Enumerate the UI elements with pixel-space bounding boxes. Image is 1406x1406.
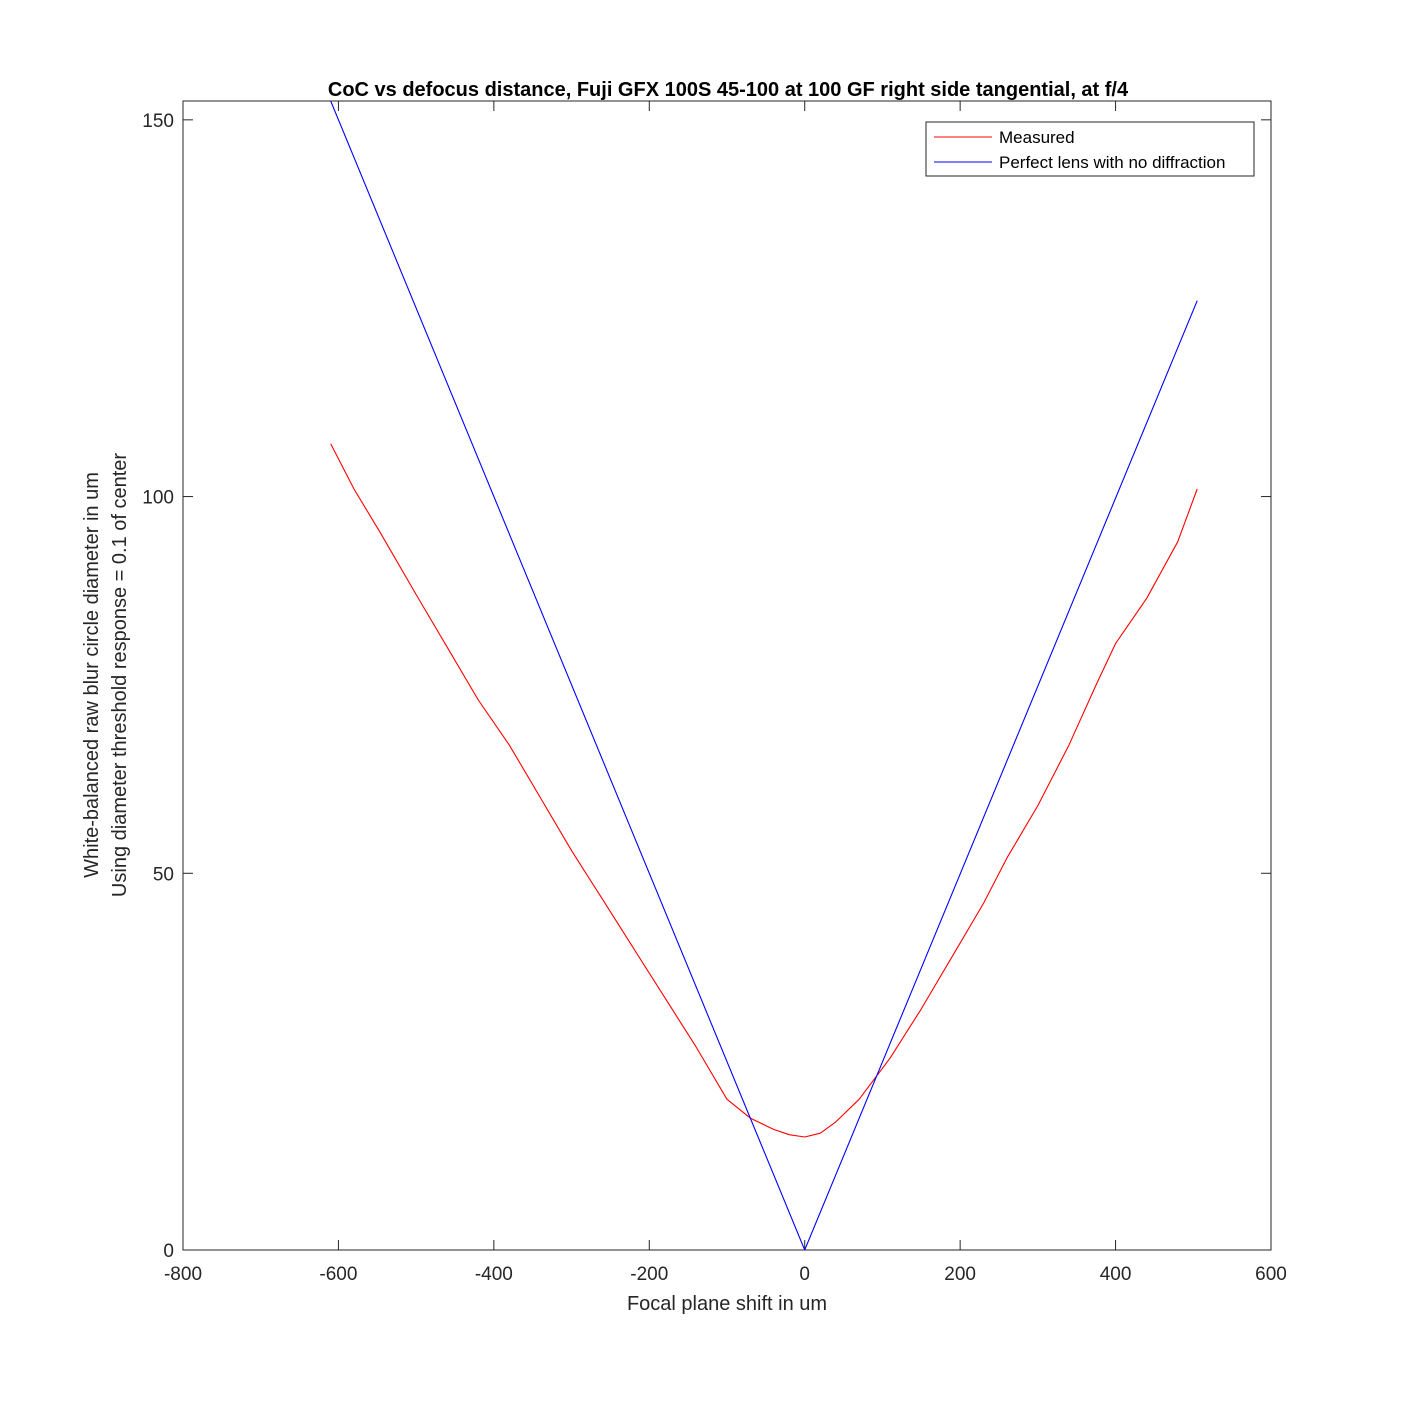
y-axis-label-line-1: White-balanced raw blur circle diameter … [81,472,103,878]
x-tick-label: -200 [630,1264,668,1285]
series-lines [330,101,1198,1250]
x-tick-label: 200 [944,1264,976,1285]
x-tick-label: -600 [319,1264,357,1285]
x-tick-label: -800 [164,1264,202,1285]
y-tick-label: 150 [142,111,174,132]
x-axis-label: Focal plane shift in um [627,1293,827,1315]
y-axis-label-line-2: Using diameter threshold response = 0.1 … [109,453,131,897]
y-tick-label: 50 [153,864,174,885]
chart-title: CoC vs defocus distance, Fuji GFX 100S 4… [328,79,1129,101]
axis-ticks: -800 -600 -400 -200 0 200 400 600 0 50 100 150 [142,101,1287,1285]
plot-area [182,100,1272,1251]
x-tick-label: 600 [1255,1264,1287,1285]
legend: Measured Perfect lens with no diffractio… [925,121,1255,177]
series-line-perfect-lens [330,101,1198,1250]
x-tick-label: 400 [1100,1264,1132,1285]
legend-label-measured: Measured [999,128,1075,147]
x-tick-label: -400 [475,1264,513,1285]
series-line-measured [330,443,1198,1138]
y-tick-label: 100 [142,488,174,509]
x-tick-label: 0 [799,1264,810,1285]
y-tick-label: 0 [163,1241,174,1262]
legend-box [925,121,1255,177]
legend-label-perfect-lens: Perfect lens with no diffraction [999,153,1225,172]
